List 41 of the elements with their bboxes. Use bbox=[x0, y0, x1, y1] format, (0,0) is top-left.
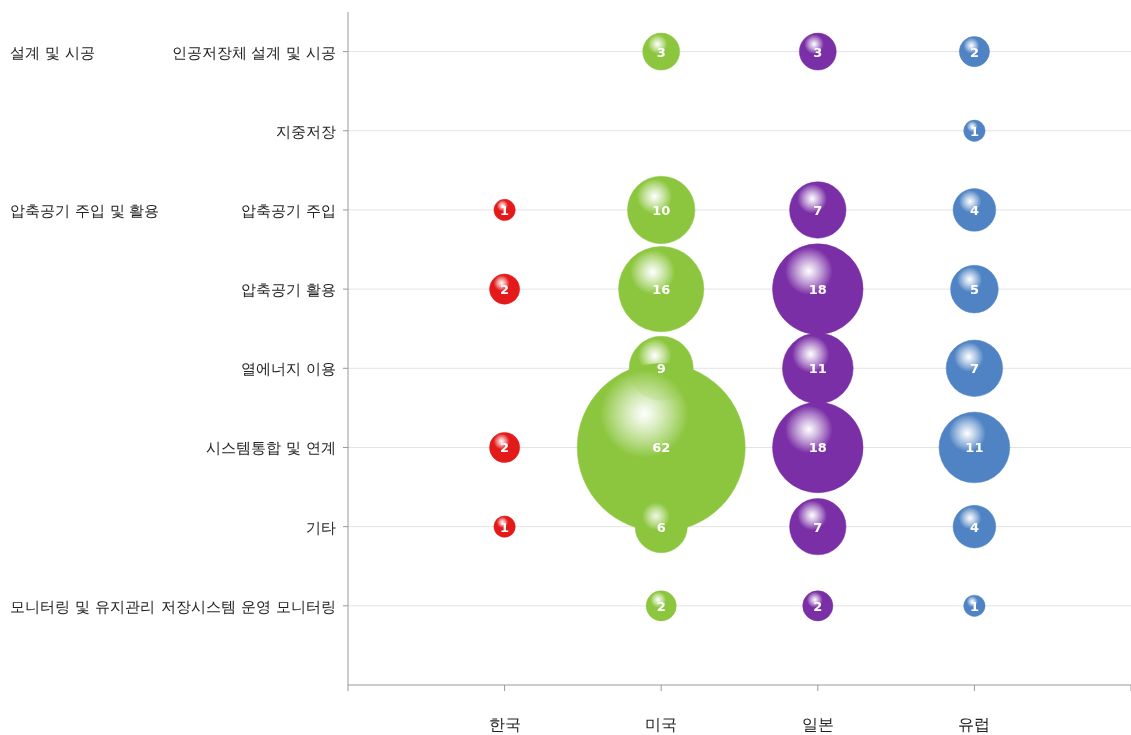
x-tick-label: 일본 bbox=[801, 715, 834, 734]
data-label: 2 bbox=[656, 598, 666, 614]
data-label: 7 bbox=[813, 519, 823, 535]
data-label: 4 bbox=[969, 519, 979, 535]
data-label: 7 bbox=[969, 361, 979, 377]
data-label: 1 bbox=[500, 519, 510, 535]
data-label: 1 bbox=[500, 202, 510, 218]
data-label: 2 bbox=[969, 44, 979, 60]
data-label: 11 bbox=[965, 440, 984, 456]
y-tick-label: 열에너지 이용 bbox=[241, 360, 336, 379]
data-label: 5 bbox=[969, 282, 979, 298]
x-tick-label: 유럽 bbox=[958, 715, 991, 734]
y-tick-label: 기타 bbox=[306, 518, 336, 537]
y2-tick-label: 설계 및 시공 bbox=[10, 43, 95, 62]
data-label: 10 bbox=[652, 202, 671, 218]
data-label: 4 bbox=[969, 202, 979, 218]
y2-tick-label: 압축공기 주입 및 활용 bbox=[10, 201, 160, 220]
x-tick-label: 한국 bbox=[488, 715, 521, 734]
data-label: 1 bbox=[969, 123, 979, 139]
data-label: 7 bbox=[813, 202, 823, 218]
data-label: 9 bbox=[656, 361, 666, 377]
data-label: 2 bbox=[813, 598, 823, 614]
data-label: 3 bbox=[656, 44, 666, 60]
data-label: 3 bbox=[813, 44, 823, 60]
y-tick-label: 인공저장체 설계 및 시공 bbox=[171, 43, 336, 62]
data-label: 18 bbox=[808, 282, 827, 298]
data-label: 2 bbox=[500, 282, 510, 298]
data-label: 2 bbox=[500, 440, 510, 456]
data-label: 1 bbox=[969, 598, 979, 614]
y-tick-label: 시스템통합 및 연계 bbox=[206, 439, 336, 458]
y-tick-label: 저장시스템 운영 모니터링 bbox=[161, 597, 336, 616]
data-label: 6 bbox=[656, 519, 666, 535]
y-tick-label: 압축공기 활용 bbox=[241, 281, 336, 300]
y-tick-label: 지중저장 bbox=[276, 122, 336, 141]
data-label: 11 bbox=[808, 361, 827, 377]
y2-tick-label: 모니터링 및 유지관리 bbox=[10, 597, 155, 616]
data-label: 18 bbox=[808, 440, 827, 456]
data-label: 16 bbox=[652, 282, 671, 298]
data-label: 62 bbox=[652, 440, 671, 456]
x-tick-label: 미국 bbox=[645, 715, 678, 734]
y-tick-label: 압축공기 주입 bbox=[241, 201, 336, 220]
